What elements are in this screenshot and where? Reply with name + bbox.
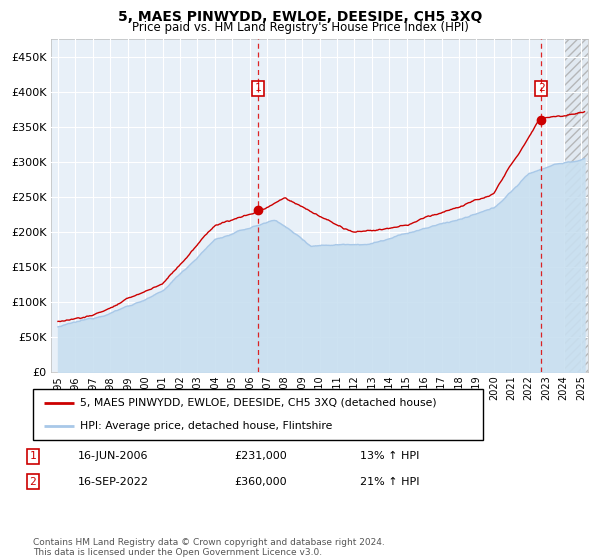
Text: 2: 2 — [29, 477, 37, 487]
Text: 5, MAES PINWYDD, EWLOE, DEESIDE, CH5 3XQ (detached house): 5, MAES PINWYDD, EWLOE, DEESIDE, CH5 3XQ… — [80, 398, 437, 408]
Text: Contains HM Land Registry data © Crown copyright and database right 2024.
This d: Contains HM Land Registry data © Crown c… — [33, 538, 385, 557]
Text: 1: 1 — [254, 83, 261, 94]
Bar — [563, 39, 600, 372]
Bar — [563, 39, 600, 372]
Text: 16-JUN-2006: 16-JUN-2006 — [78, 451, 149, 461]
Text: 16-SEP-2022: 16-SEP-2022 — [78, 477, 149, 487]
Text: 2: 2 — [538, 83, 544, 94]
Text: 5, MAES PINWYDD, EWLOE, DEESIDE, CH5 3XQ: 5, MAES PINWYDD, EWLOE, DEESIDE, CH5 3XQ — [118, 10, 482, 24]
Text: £231,000: £231,000 — [234, 451, 287, 461]
Text: 13% ↑ HPI: 13% ↑ HPI — [360, 451, 419, 461]
Text: 1: 1 — [29, 451, 37, 461]
Text: £360,000: £360,000 — [234, 477, 287, 487]
Text: HPI: Average price, detached house, Flintshire: HPI: Average price, detached house, Flin… — [80, 421, 332, 431]
Text: 21% ↑ HPI: 21% ↑ HPI — [360, 477, 419, 487]
FancyBboxPatch shape — [33, 389, 483, 440]
Text: Price paid vs. HM Land Registry's House Price Index (HPI): Price paid vs. HM Land Registry's House … — [131, 21, 469, 34]
